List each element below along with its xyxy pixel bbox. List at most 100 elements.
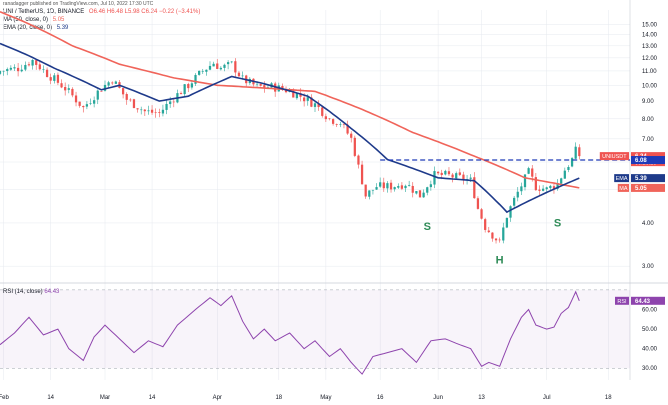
candle	[107, 80, 110, 89]
candle	[60, 79, 63, 89]
candle	[574, 142, 577, 160]
candle-body	[331, 119, 335, 124]
rsi-value-bg	[631, 296, 665, 305]
price-tick-label: 4.00	[642, 221, 654, 227]
candle-body	[462, 174, 465, 181]
candle-body	[570, 158, 574, 167]
candle-body	[560, 178, 563, 184]
candle	[505, 217, 509, 229]
candle	[13, 64, 16, 71]
price-tick-label: 8.00	[642, 117, 654, 123]
candle-body	[502, 227, 505, 241]
time-tick-label: Feb	[0, 395, 9, 401]
candle	[563, 167, 566, 179]
candles	[0, 58, 581, 244]
candle-body	[205, 69, 208, 72]
candle	[462, 171, 465, 185]
candle-body	[71, 88, 74, 96]
candle-body	[194, 74, 197, 84]
pattern-annotations: S H S	[424, 218, 562, 267]
candle	[313, 101, 317, 113]
candle-body	[82, 105, 85, 108]
candle-body	[303, 97, 306, 102]
candle	[143, 108, 146, 117]
candle	[111, 81, 114, 85]
candle-body	[342, 124, 346, 125]
candle	[447, 167, 451, 177]
candle	[82, 105, 85, 113]
candle	[389, 179, 393, 193]
candle	[473, 172, 476, 199]
candle-body	[534, 177, 537, 191]
candle	[397, 183, 400, 189]
pattern-label-s: S	[424, 221, 431, 233]
candle-body	[335, 124, 338, 125]
candle	[346, 120, 349, 135]
rsi-title: RSI (14, close) 64.43	[3, 289, 60, 295]
candle	[56, 72, 60, 86]
candle-body	[440, 172, 443, 176]
candle-body	[216, 63, 219, 69]
candle-body	[111, 82, 114, 84]
candle	[212, 61, 215, 67]
candle	[176, 89, 179, 104]
price-label-name: MA	[619, 186, 628, 192]
candle	[567, 165, 570, 173]
rsi-line	[0, 290, 580, 375]
candle	[509, 205, 512, 222]
candle	[331, 118, 335, 126]
candle	[103, 80, 107, 92]
candle-body	[357, 155, 360, 165]
rsi-tick-label: 30.00	[642, 366, 658, 372]
candle	[194, 73, 197, 86]
candle	[386, 181, 389, 193]
candle-body	[208, 65, 212, 70]
price-label-name-bg	[614, 174, 629, 183]
candle	[89, 98, 92, 106]
header-symbol: UNI / TetherUS, 1D, BINANCE	[3, 9, 85, 15]
axes: 15.00 14.00 13.00 12.00 11.00 10.00 9.00 8.00 7.…	[0, 22, 658, 401]
candle	[223, 63, 226, 72]
candle-body	[563, 170, 566, 179]
candle-body	[513, 197, 516, 206]
candle	[487, 226, 490, 234]
candle-body	[578, 147, 581, 157]
time-tick-label: May	[320, 395, 331, 401]
candle	[201, 68, 204, 74]
price-label-value: 5.05	[635, 186, 647, 192]
candle-body	[310, 97, 313, 107]
candle	[382, 177, 385, 192]
candle	[129, 98, 132, 102]
candle-body	[78, 101, 81, 106]
candle	[198, 70, 201, 76]
candle-body	[379, 182, 382, 187]
price-label-value: 6.08	[635, 158, 647, 164]
candle-body	[393, 187, 396, 190]
candle-body	[491, 232, 494, 239]
header-ema-line: EMA (20, close, 0) 5.39	[3, 25, 71, 31]
candle-body	[20, 69, 23, 72]
candle-body	[436, 171, 440, 174]
candle	[415, 190, 418, 195]
candle-body	[147, 110, 150, 112]
candle-body	[237, 72, 241, 77]
header-ema-label: EMA (20, close, 0)	[3, 25, 53, 31]
candle-body	[469, 177, 472, 179]
candle	[234, 58, 237, 78]
candle-body	[74, 95, 78, 103]
candle-body	[429, 184, 432, 188]
price-label-bg	[631, 174, 665, 183]
candle-body	[321, 107, 324, 116]
candle	[114, 80, 117, 84]
rsi-tick-label: 60.00	[642, 307, 658, 313]
candle-body	[422, 192, 425, 198]
candle-body	[259, 84, 262, 86]
time-tick-label: Jul	[543, 395, 551, 401]
candle	[136, 108, 139, 113]
candle-body	[317, 103, 320, 108]
price-label: EMA 5.39	[614, 174, 665, 183]
candle-body	[505, 217, 509, 228]
price-tick-label: 15.00	[642, 22, 658, 28]
candle-body	[371, 189, 375, 191]
